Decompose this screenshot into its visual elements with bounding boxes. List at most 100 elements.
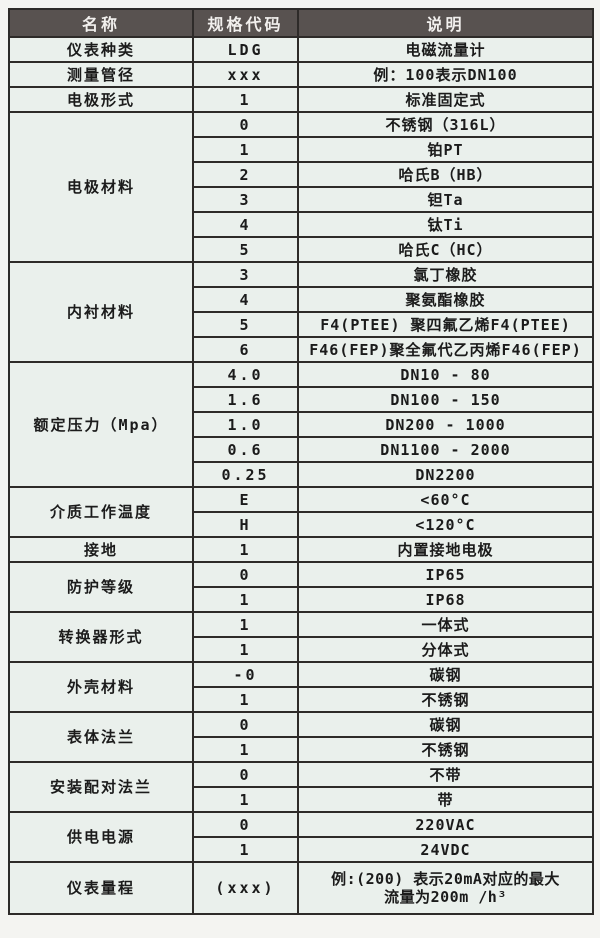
code-cell: (xxx) <box>192 861 299 915</box>
code-cell: 0 <box>192 561 299 588</box>
table-row: 测量管径 xxx 例：100表示DN100 <box>8 61 594 88</box>
desc-cell: 氯丁橡胶 <box>297 261 594 288</box>
table-row: 1.0 DN200 - 1000 <box>9 411 594 438</box>
code-cell: 5 <box>192 311 299 338</box>
desc-cell: 钛Ti <box>297 211 594 238</box>
desc-cell: 哈氏C（HC） <box>297 236 594 263</box>
desc-cell: F4(PTEE) 聚四氟乙烯F4(PTEE) <box>297 311 594 338</box>
section-name-cell: 接地 <box>8 536 194 563</box>
desc-cell: 分体式 <box>297 636 594 663</box>
section-name-cell: 电极形式 <box>8 86 194 113</box>
table-row: 介质工作温度 E <60°C <box>8 486 594 538</box>
table-row: 表体法兰 0 碳钢 <box>8 711 594 763</box>
table-row: 接地 1 内置接地电极 <box>8 536 594 563</box>
section-name-cell: 仪表种类 <box>8 36 194 63</box>
code-cell: 4.0 <box>192 361 299 388</box>
code-cell: 1 <box>192 536 299 563</box>
code-cell: 1 <box>192 636 299 663</box>
code-cell: 0.25 <box>192 461 299 488</box>
desc-cell: 220VAC <box>297 811 594 838</box>
page: 名称 规格代码 说明 仪表种类 LDG 电磁流量计 测量管径 xxx 例：100表示DN1… <box>0 8 600 938</box>
code-cell: 5 <box>192 236 299 263</box>
table-row: 4 钛Ti <box>9 211 594 238</box>
table-row: 安装配对法兰 0 不带 <box>8 761 594 813</box>
desc-cell: 碳钢 <box>297 711 594 738</box>
code-cell: 1 <box>192 586 299 613</box>
header-cell-name: 名称 <box>8 8 194 38</box>
code-cell: 0 <box>192 711 299 738</box>
desc-cell: DN200 - 1000 <box>297 411 594 438</box>
desc-cell: 不锈钢（316L） <box>297 111 594 138</box>
table-row: 1 不锈钢 <box>9 736 594 763</box>
table-header: 名称 规格代码 说明 <box>8 8 594 38</box>
table-row: 仪表种类 LDG 电磁流量计 <box>8 36 594 63</box>
header-row: 名称 规格代码 说明 <box>8 8 594 38</box>
table-row: 1.6 DN100 - 150 <box>9 386 594 413</box>
code-cell: xxx <box>192 61 299 88</box>
section-name-cell: 转换器形式 <box>8 611 194 663</box>
table-row: 1 IP68 <box>9 586 594 613</box>
table-row: 内衬材料 3 氯丁橡胶 <box>8 261 594 363</box>
code-cell: 1 <box>192 686 299 713</box>
desc-cell: 碳钢 <box>297 661 594 688</box>
table-row: 0.6 DN1100 - 2000 <box>9 436 594 463</box>
code-cell: 1 <box>192 736 299 763</box>
code-cell: 0 <box>192 111 299 138</box>
spec-table: 名称 规格代码 说明 仪表种类 LDG 电磁流量计 测量管径 xxx 例：100表示DN1… <box>8 8 594 915</box>
desc-cell: 一体式 <box>297 611 594 638</box>
desc-cell: DN100 - 150 <box>297 386 594 413</box>
desc-cell: 标准固定式 <box>297 86 594 113</box>
code-cell: 4 <box>192 286 299 313</box>
section-name-cell: 仪表量程 <box>8 861 194 915</box>
desc-cell: <60°C <box>297 486 594 513</box>
desc-cell: 电磁流量计 <box>297 36 594 63</box>
desc-cell: 钽Ta <box>297 186 594 213</box>
desc-cell: IP65 <box>297 561 594 588</box>
table-row: 电极材料 0 不锈钢（316L） <box>8 111 594 263</box>
header-cell-code: 规格代码 <box>192 8 299 38</box>
desc-cell: 不锈钢 <box>297 736 594 763</box>
code-cell: 1 <box>192 611 299 638</box>
desc-cell: 铂PT <box>297 136 594 163</box>
table-row: 1 铂PT <box>9 136 594 163</box>
table-row: 6 F46(FEP)聚全氟代乙丙烯F46(FEP) <box>9 336 594 363</box>
desc-cell: <120°C <box>297 511 594 538</box>
table-body: 仪表种类 LDG 电磁流量计 测量管径 xxx 例：100表示DN100 电极形式 1 标准固定… <box>8 36 594 915</box>
desc-cell: 不带 <box>297 761 594 788</box>
code-cell: 1 <box>192 836 299 863</box>
desc-cell: 24VDC <box>297 836 594 863</box>
table-row: 供电电源 0 220VAC <box>8 811 594 863</box>
table-row: 仪表量程 (xxx) 例:(200) 表示20mA对应的最大 流量为200m /h³ <box>8 861 594 915</box>
table-row: 5 哈氏C（HC） <box>9 236 594 263</box>
table-row: 2 哈氏B（HB） <box>9 161 594 188</box>
table-row: 4 聚氨酯橡胶 <box>9 286 594 313</box>
code-cell: 1 <box>192 786 299 813</box>
section-name-cell: 电极材料 <box>8 111 194 263</box>
table-row: 5 F4(PTEE) 聚四氟乙烯F4(PTEE) <box>9 311 594 338</box>
table-row: 转换器形式 1 一体式 <box>8 611 594 663</box>
section-name-cell: 额定压力（Mpa） <box>8 361 194 488</box>
desc-line: 流量为200m /h³ <box>384 888 507 906</box>
table-row: 1 分体式 <box>9 636 594 663</box>
desc-cell: DN10 - 80 <box>297 361 594 388</box>
desc-cell: 哈氏B（HB） <box>297 161 594 188</box>
table-row: 1 24VDC <box>9 836 594 863</box>
table-row: 额定压力（Mpa） 4.0 DN10 - 80 <box>8 361 594 488</box>
desc-cell: DN2200 <box>297 461 594 488</box>
code-cell: LDG <box>192 36 299 63</box>
code-cell: 1 <box>192 136 299 163</box>
table-row: 防护等级 0 IP65 <box>8 561 594 613</box>
code-cell: 3 <box>192 261 299 288</box>
desc-cell: DN1100 - 2000 <box>297 436 594 463</box>
code-cell: H <box>192 511 299 538</box>
desc-cell: 不锈钢 <box>297 686 594 713</box>
section-name-cell: 表体法兰 <box>8 711 194 763</box>
code-cell: 4 <box>192 211 299 238</box>
table-row: H <120°C <box>9 511 594 538</box>
header-cell-desc: 说明 <box>297 8 594 38</box>
table-row: 0.25 DN2200 <box>9 461 594 488</box>
desc-line: 例:(200) 表示20mA对应的最大 <box>331 870 560 888</box>
section-name-cell: 外壳材料 <box>8 661 194 713</box>
code-cell: 1 <box>192 86 299 113</box>
desc-cell: 例：100表示DN100 <box>297 61 594 88</box>
